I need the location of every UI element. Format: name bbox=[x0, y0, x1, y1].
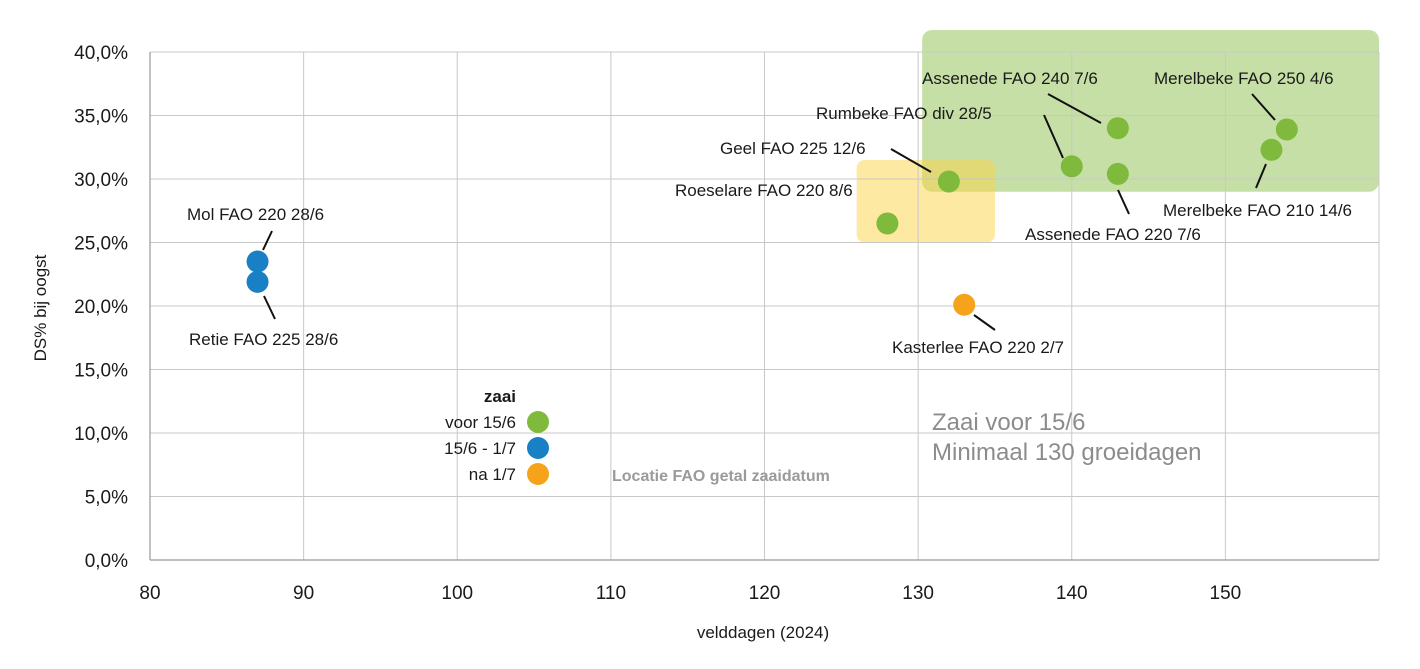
point-label: Rumbeke FAO div 28/5 bbox=[816, 104, 992, 123]
axis-ticks: 0,0% 5,0% 10,0% 15,0% 20,0% 25,0% 30,0% 35,0% 40… bbox=[74, 43, 1241, 604]
y-tick-label: 15,0% bbox=[74, 361, 128, 382]
y-tick-label: 40,0% bbox=[74, 43, 128, 64]
y-tick-label: 20,0% bbox=[74, 297, 128, 318]
label-leader-lines bbox=[262, 93, 1276, 331]
x-tick-label: 90 bbox=[293, 583, 314, 604]
leader-line bbox=[1255, 163, 1267, 189]
zone-text-line-1: Zaai voor 15/6 bbox=[932, 409, 1085, 436]
y-tick-label: 10,0% bbox=[74, 424, 128, 445]
point-label: Assenede FAO 240 7/6 bbox=[922, 69, 1098, 88]
data-point bbox=[876, 212, 899, 235]
legend-marker bbox=[527, 463, 549, 485]
data-point bbox=[246, 250, 269, 273]
x-tick-label: 130 bbox=[902, 583, 934, 604]
y-tick-label: 30,0% bbox=[74, 170, 128, 191]
data-point bbox=[1106, 117, 1129, 140]
data-point bbox=[246, 270, 269, 293]
data-point bbox=[1060, 155, 1083, 178]
zone-text-line-2: Minimaal 130 groeidagen bbox=[932, 439, 1202, 466]
data-point bbox=[1260, 138, 1283, 161]
point-labels: Merelbeke FAO 250 4/6 Merelbeke FAO 210 1… bbox=[187, 69, 1352, 357]
point-label: Merelbeke FAO 250 4/6 bbox=[1154, 69, 1334, 88]
zone-annotation: Zaai voor 15/6 Minimaal 130 groeidagen bbox=[932, 409, 1202, 466]
leader-line bbox=[263, 295, 276, 320]
x-tick-label: 100 bbox=[441, 583, 473, 604]
legend-entry-label: 15/6 - 1/7 bbox=[444, 439, 516, 458]
data-point bbox=[953, 293, 976, 316]
x-tick-label: 120 bbox=[749, 583, 781, 604]
y-tick-label: 5,0% bbox=[85, 488, 128, 509]
point-label: Assenede FAO 220 7/6 bbox=[1025, 225, 1201, 244]
y-tick-label: 35,0% bbox=[74, 107, 128, 128]
data-point bbox=[937, 170, 960, 193]
legend: zaai voor 15/6 15/6 - 1/7 na 1/7 Locatie FAO… bbox=[444, 387, 830, 485]
x-axis-title: velddagen (2024) bbox=[697, 623, 829, 642]
leader-line bbox=[262, 230, 273, 251]
leader-line bbox=[1043, 114, 1064, 159]
point-label: Geel FAO 225 12/6 bbox=[720, 139, 866, 158]
grid-lines bbox=[149, 51, 1380, 561]
x-tick-label: 80 bbox=[139, 583, 160, 604]
highlight-zone bbox=[856, 159, 995, 243]
leader-line bbox=[1251, 93, 1276, 121]
x-tick-label: 140 bbox=[1056, 583, 1088, 604]
legend-entry-label: na 1/7 bbox=[469, 465, 516, 484]
legend-note: Locatie FAO getal zaaidatum bbox=[612, 468, 830, 485]
y-tick-label: 25,0% bbox=[74, 234, 128, 255]
leader-line bbox=[1117, 189, 1130, 215]
leader-line bbox=[890, 148, 932, 173]
point-label: Roeselare FAO 220 8/6 bbox=[675, 181, 853, 200]
point-label: Merelbeke FAO 210 14/6 bbox=[1163, 201, 1352, 220]
legend-marker bbox=[527, 411, 549, 433]
data-point bbox=[1275, 118, 1298, 141]
leader-line bbox=[1047, 93, 1102, 124]
data-point bbox=[1106, 162, 1129, 185]
x-tick-label: 150 bbox=[1210, 583, 1242, 604]
legend-marker bbox=[527, 437, 549, 459]
legend-title: zaai bbox=[484, 387, 516, 406]
y-tick-label: 0,0% bbox=[85, 551, 128, 572]
leader-line bbox=[973, 314, 996, 331]
y-axis-title: DS% bij oogst bbox=[31, 254, 50, 361]
legend-entry-label: voor 15/6 bbox=[445, 413, 516, 432]
point-label: Mol FAO 220 28/6 bbox=[187, 205, 324, 224]
point-label: Retie FAO 225 28/6 bbox=[189, 330, 338, 349]
data-points bbox=[246, 117, 1298, 316]
x-tick-label: 110 bbox=[596, 583, 626, 604]
point-label: Kasterlee FAO 220 2/7 bbox=[892, 338, 1064, 357]
